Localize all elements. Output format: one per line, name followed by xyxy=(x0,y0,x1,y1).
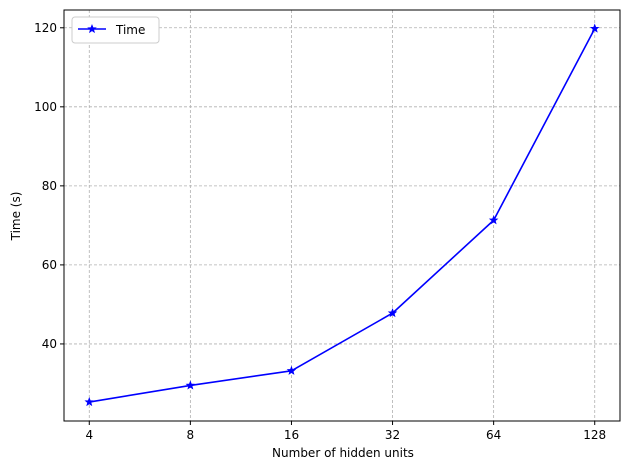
x-tick-label: 4 xyxy=(85,428,93,442)
x-tick-label: 16 xyxy=(284,428,299,442)
data-point-star xyxy=(185,380,196,390)
data-point-star xyxy=(387,308,398,318)
data-point-star xyxy=(488,215,499,225)
x-axis-label: Number of hidden units xyxy=(272,446,414,460)
y-tick-label: 100 xyxy=(34,100,57,114)
series-line-time xyxy=(89,28,596,403)
data-point-star xyxy=(589,23,600,33)
legend: Time xyxy=(71,16,160,44)
x-tick-label: 8 xyxy=(187,428,195,442)
legend-label: Time xyxy=(115,23,145,37)
y-tick-label: 80 xyxy=(42,179,57,193)
plot-frame xyxy=(63,9,621,422)
plot-background xyxy=(64,10,620,421)
x-axis-ticks: 4 8 16 32 64 128 xyxy=(85,421,606,442)
legend-star-marker xyxy=(87,23,97,34)
x-tick-label: 32 xyxy=(385,428,400,442)
y-axis-ticks: 40 60 80 100 120 xyxy=(34,21,64,351)
data-point-star xyxy=(286,365,297,375)
data-point-star xyxy=(84,396,95,407)
y-tick-label: 40 xyxy=(42,337,57,351)
y-tick-label: 60 xyxy=(42,258,57,272)
y-axis-label: Time (s) xyxy=(9,192,23,242)
x-tick-label: 128 xyxy=(583,428,606,442)
y-tick-label: 120 xyxy=(34,21,57,35)
series xyxy=(84,23,600,407)
x-tick-label: 64 xyxy=(486,428,501,442)
legend-box xyxy=(71,16,160,44)
